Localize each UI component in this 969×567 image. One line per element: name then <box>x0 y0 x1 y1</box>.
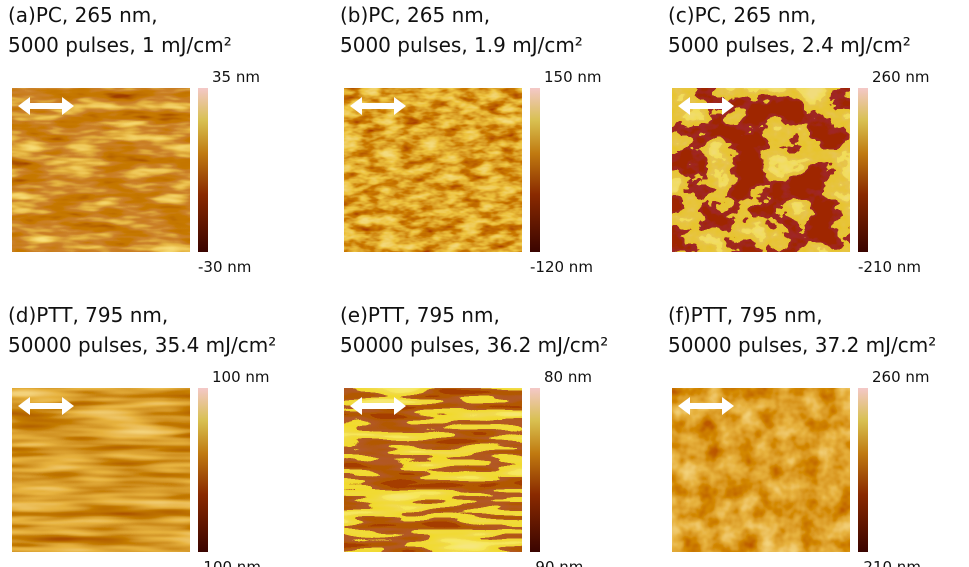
afm-image <box>344 88 522 252</box>
afm-image <box>672 88 850 252</box>
panel-subtitle: 50000 pulses, 37.2 mJ/cm² <box>668 333 936 357</box>
figure: (a)PC, 265 nm, 5000 pulses, 1 mJ/cm² 35 nm… <box>0 0 969 567</box>
panel-subtitle: 5000 pulses, 2.4 mJ/cm² <box>668 33 911 57</box>
panel: (e)PTT, 795 nm, 50000 pulses, 36.2 mJ/cm²… <box>340 303 608 567</box>
panel-subtitle: 5000 pulses, 1.9 mJ/cm² <box>340 33 583 57</box>
panel: (d)PTT, 795 nm, 50000 pulses, 35.4 mJ/cm²… <box>8 303 276 567</box>
scale-max: 35 nm <box>212 68 260 86</box>
afm-image <box>344 388 522 552</box>
scale-min: -210 nm <box>858 558 921 567</box>
color-bar <box>198 388 208 552</box>
scale-max: 100 nm <box>212 368 270 386</box>
scale-min: -210 nm <box>858 258 921 276</box>
scale-min: -120 nm <box>530 258 593 276</box>
panel-title: (d)PTT, 795 nm, <box>8 303 168 327</box>
panel: (a)PC, 265 nm, 5000 pulses, 1 mJ/cm² 35 nm… <box>8 3 260 276</box>
panel-subtitle: 5000 pulses, 1 mJ/cm² <box>8 33 232 57</box>
panel-title: (f)PTT, 795 nm, <box>668 303 823 327</box>
panel: (f)PTT, 795 nm, 50000 pulses, 37.2 mJ/cm²… <box>668 303 936 567</box>
color-bar <box>198 88 208 252</box>
panel-subtitle: 50000 pulses, 36.2 mJ/cm² <box>340 333 608 357</box>
color-bar <box>530 388 540 552</box>
panel-title: (e)PTT, 795 nm, <box>340 303 500 327</box>
scale-max: 260 nm <box>872 68 930 86</box>
afm-image <box>12 88 190 252</box>
panel: (c)PC, 265 nm, 5000 pulses, 2.4 mJ/cm² 260… <box>668 3 930 276</box>
color-bar <box>858 88 868 252</box>
scale-max: 80 nm <box>544 368 592 386</box>
afm-image <box>12 388 190 552</box>
panel-title: (a)PC, 265 nm, <box>8 3 158 27</box>
panel-subtitle: 50000 pulses, 35.4 mJ/cm² <box>8 333 276 357</box>
color-bar <box>530 88 540 252</box>
scale-min: -90 nm <box>530 558 583 567</box>
panel-title: (b)PC, 265 nm, <box>340 3 490 27</box>
panel: (b)PC, 265 nm, 5000 pulses, 1.9 mJ/cm² 150… <box>340 3 602 276</box>
scale-min: -100 nm <box>198 558 261 567</box>
afm-image <box>672 388 850 552</box>
scale-min: -30 nm <box>198 258 251 276</box>
color-bar <box>858 388 868 552</box>
scale-max: 150 nm <box>544 68 602 86</box>
panel-title: (c)PC, 265 nm, <box>668 3 816 27</box>
scale-max: 260 nm <box>872 368 930 386</box>
